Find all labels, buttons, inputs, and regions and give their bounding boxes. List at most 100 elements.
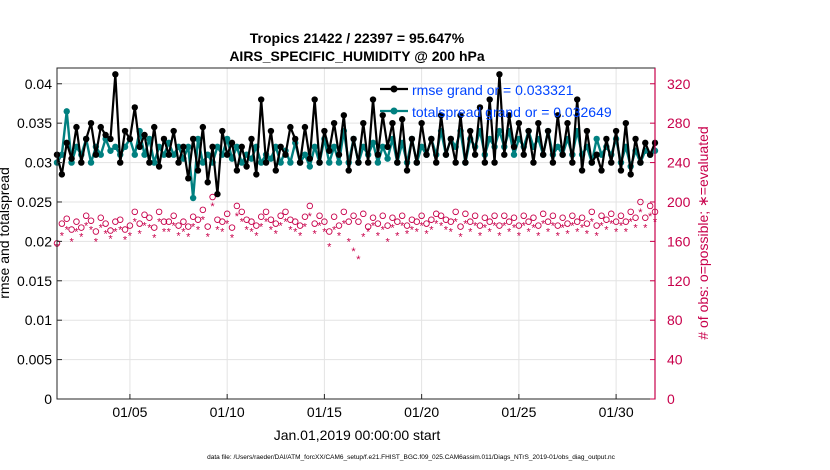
rmse-point	[554, 112, 561, 119]
obs-evaluated-marker: *	[172, 221, 177, 233]
rmse-point	[520, 151, 527, 158]
rmse-point	[505, 112, 513, 119]
rmse-point	[389, 119, 396, 127]
rmse-point	[452, 159, 459, 166]
rmse-point	[272, 167, 279, 174]
obs-possible-marker	[141, 211, 148, 219]
rmse-point	[63, 139, 70, 147]
obs-possible-marker	[510, 214, 518, 221]
rmse-point	[68, 155, 75, 162]
obs-possible-marker	[68, 226, 75, 233]
obs-evaluated-marker: *	[69, 236, 74, 248]
obs-evaluated-marker: *	[196, 225, 201, 237]
obs-evaluated-marker: *	[531, 223, 536, 235]
y-right-tick-label: 160	[667, 233, 691, 249]
obs-evaluated-marker: *	[638, 207, 643, 219]
obs-evaluated-marker: *	[633, 223, 638, 235]
rmse-point	[316, 159, 323, 166]
obs-possible-marker	[530, 214, 537, 221]
obs-possible-marker	[160, 218, 168, 225]
obs-possible-marker	[223, 210, 231, 218]
obs-evaluated-marker: *	[89, 225, 94, 237]
obs-possible-marker	[209, 193, 216, 201]
y-left-tick-label: 0.03	[25, 155, 52, 171]
rmse-point	[539, 151, 547, 158]
rmse-point	[296, 159, 304, 166]
obs-evaluated-marker: *	[463, 219, 468, 231]
rmse-point	[204, 179, 211, 186]
obs-possible-marker	[107, 227, 114, 234]
spread-point	[199, 159, 207, 166]
rmse-point	[253, 171, 260, 178]
rmse-point	[228, 139, 236, 147]
y-axis-left-label: rmse and totalspread	[0, 167, 12, 299]
obs-evaluated-marker: *	[424, 229, 429, 241]
obs-possible-marker	[194, 216, 202, 223]
x-tick-label: 01/30	[599, 404, 634, 420]
y-left-tick-label: 0.025	[17, 194, 52, 210]
obs-evaluated-marker: *	[585, 229, 590, 241]
obs-possible-marker	[515, 222, 523, 229]
rmse-point	[330, 119, 338, 127]
obs-possible-marker	[204, 223, 211, 230]
obs-evaluated-marker: *	[351, 246, 356, 258]
obs-evaluated-marker: *	[410, 225, 415, 237]
obs-evaluated-marker: *	[488, 227, 493, 239]
obs-evaluated-marker: *	[225, 219, 230, 231]
obs-possible-marker	[607, 210, 615, 218]
obs-evaluated-marker: *	[454, 217, 459, 229]
rmse-point	[418, 119, 425, 127]
rmse-point	[408, 135, 416, 143]
obs-possible-marker	[170, 212, 177, 220]
rmse-point	[369, 96, 377, 103]
legend-spread-marker	[390, 107, 398, 115]
rmse-point	[345, 167, 352, 174]
obs-evaluated-marker: *	[366, 227, 371, 239]
obs-possible-marker	[262, 208, 270, 216]
rmse-point	[287, 123, 294, 131]
spread-point	[97, 151, 104, 158]
obs-evaluated-marker: *	[415, 227, 420, 239]
obs-evaluated-marker: *	[303, 222, 308, 234]
y-left-tick-label: 0.005	[17, 352, 52, 368]
rmse-point	[73, 123, 80, 131]
obs-possible-marker	[248, 218, 255, 225]
obs-possible-marker	[505, 218, 513, 225]
obs-possible-marker	[272, 220, 280, 227]
obs-evaluated-marker: *	[322, 227, 327, 239]
obs-evaluated-marker: *	[128, 230, 133, 242]
obs-evaluated-marker: *	[565, 229, 570, 241]
obs-evaluated-marker: *	[215, 225, 220, 237]
rmse-point	[292, 135, 299, 143]
rmse-point	[394, 159, 401, 166]
rmse-point	[467, 127, 474, 135]
rmse-point	[92, 151, 100, 158]
obs-possible-marker	[423, 220, 430, 227]
obs-possible-marker	[374, 220, 382, 227]
obs-possible-marker	[559, 214, 566, 221]
obs-possible-marker	[330, 213, 338, 221]
rmse-point	[112, 71, 119, 78]
obs-evaluated-marker: *	[118, 225, 123, 237]
obs-possible-marker	[360, 210, 367, 218]
obs-possible-marker	[233, 202, 241, 210]
rmse-point	[126, 135, 134, 143]
rmse-point	[238, 143, 245, 151]
rmse-point	[447, 135, 455, 143]
rmse-point	[199, 123, 207, 131]
spread-point	[107, 147, 114, 154]
obs-evaluated-marker: *	[317, 221, 322, 233]
obs-possible-marker	[389, 214, 396, 221]
obs-possible-marker	[646, 202, 654, 210]
obs-possible-marker	[462, 210, 469, 218]
spread-point	[510, 151, 518, 158]
rmse-point	[121, 127, 129, 135]
chart-title: Tropics 21422 / 22397 = 95.647%	[250, 30, 465, 46]
obs-possible-marker	[467, 218, 474, 225]
obs-possible-marker	[622, 218, 630, 225]
obs-possible-marker	[627, 208, 634, 216]
obs-evaluated-marker: *	[458, 231, 463, 243]
obs-possible-marker	[564, 220, 571, 227]
rmse-point	[97, 123, 104, 131]
